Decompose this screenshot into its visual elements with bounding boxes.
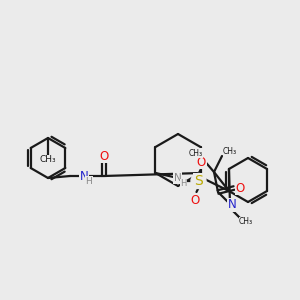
Text: CH₃: CH₃ (239, 218, 253, 226)
Text: S: S (194, 174, 203, 188)
Text: CH₃: CH₃ (189, 148, 203, 158)
Text: O: O (99, 149, 109, 163)
Text: O: O (191, 194, 200, 206)
Text: N: N (174, 173, 182, 183)
Text: H: H (85, 176, 92, 185)
Text: H: H (180, 179, 187, 188)
Text: CH₃: CH₃ (40, 155, 56, 164)
Text: O: O (236, 182, 244, 194)
Text: N: N (228, 199, 236, 212)
Text: O: O (197, 155, 206, 169)
Text: N: N (80, 170, 88, 184)
Circle shape (191, 173, 206, 188)
Text: CH₃: CH₃ (223, 146, 237, 155)
